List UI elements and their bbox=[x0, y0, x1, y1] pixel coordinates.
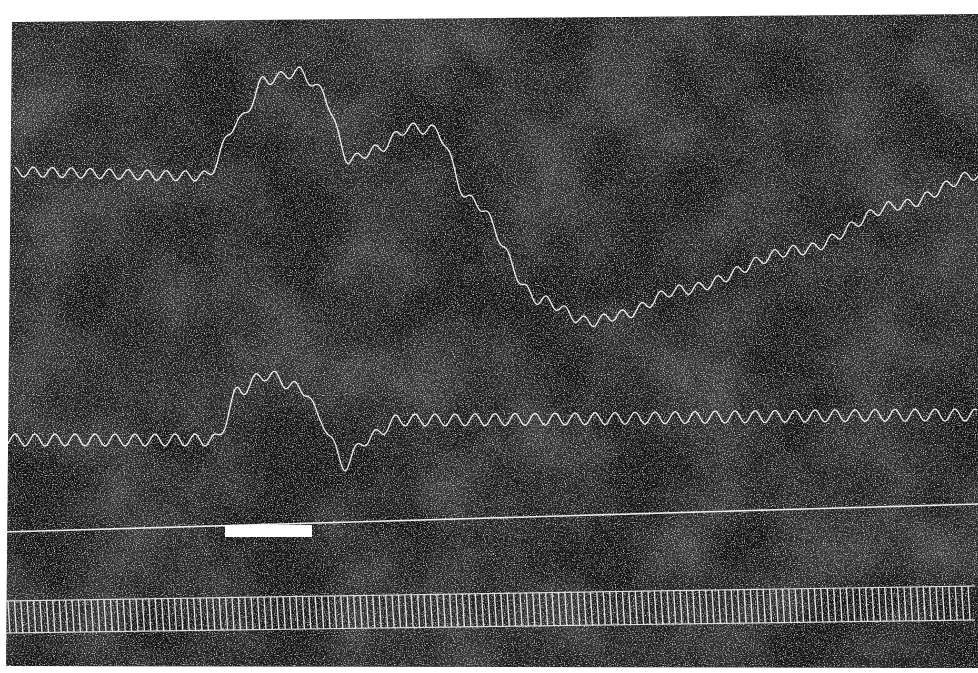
caption: микрофону bbox=[857, 653, 930, 669]
marker-bar bbox=[225, 525, 312, 537]
film-grain bbox=[6, 14, 978, 668]
oscillogram-photo: микрофону bbox=[0, 0, 978, 673]
page: микрофону (() => { const data = JSON.par… bbox=[0, 0, 978, 673]
